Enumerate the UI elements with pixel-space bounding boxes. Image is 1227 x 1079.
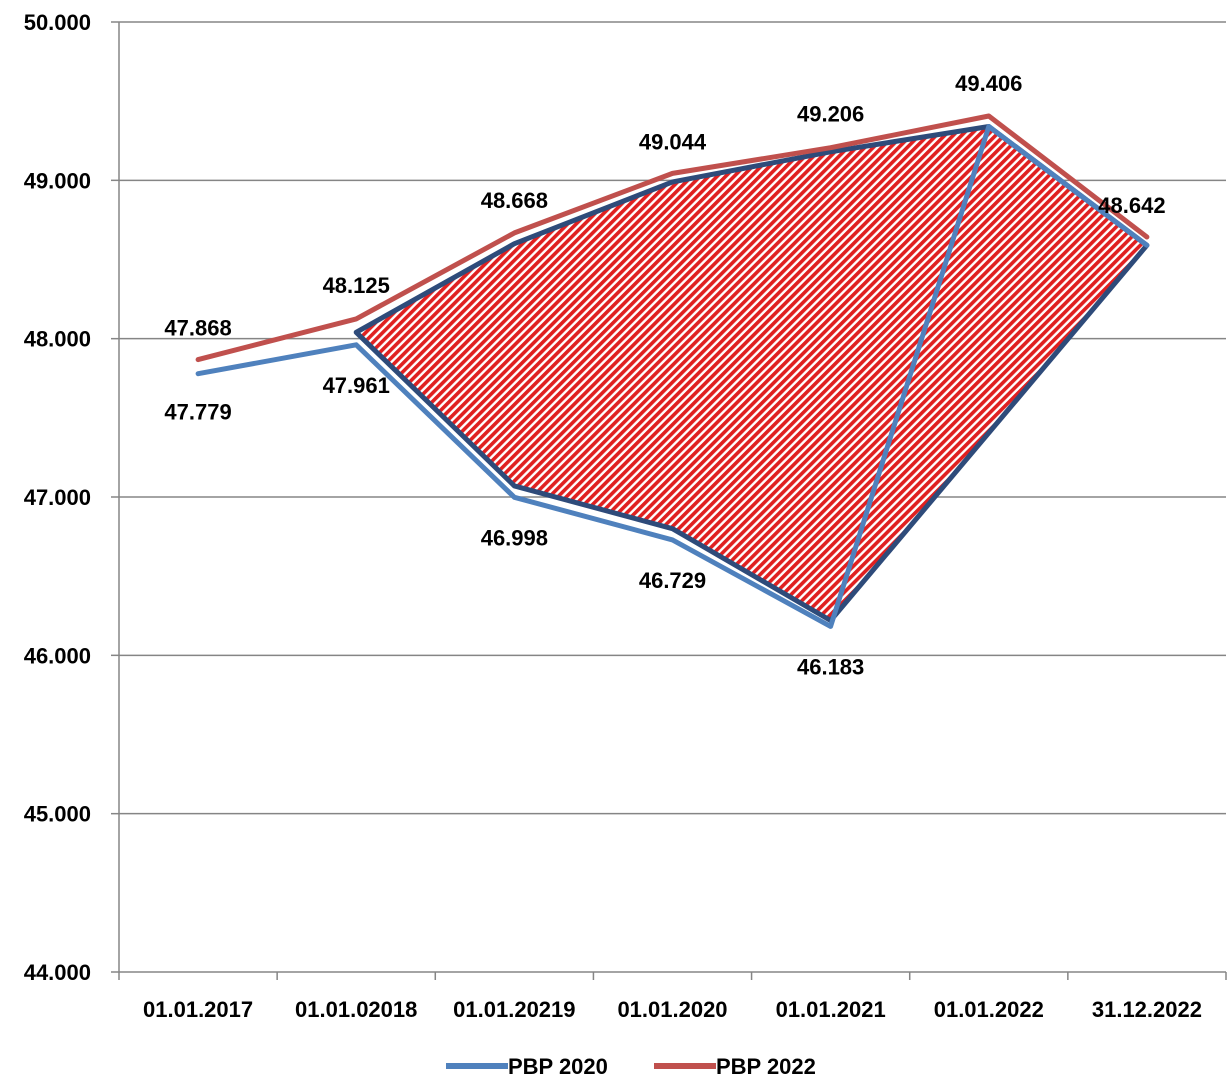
x-tick-label: 01.01.02018 (295, 997, 417, 1022)
data-label: 46.183 (797, 654, 864, 679)
data-label: 48.642 (1098, 193, 1165, 218)
series-line-2 (195, 113, 1150, 363)
data-label: 48.125 (323, 273, 390, 298)
x-tick-label: 31.12.2022 (1092, 997, 1202, 1022)
y-tick-label: 49.000 (24, 168, 91, 193)
legend-label: PBP 2022 (716, 1054, 816, 1079)
data-label: 49.206 (797, 102, 864, 127)
data-label: 49.044 (639, 129, 707, 154)
data-labels: 47.779 47.961 46.998 46.729 46.183 47.868 48.1… (164, 71, 1165, 679)
legend-label: PBP 2020 (508, 1054, 608, 1079)
x-tick-label: 01.01.2021 (776, 997, 886, 1022)
x-tick-label: 01.01.20219 (453, 997, 575, 1022)
x-tick-label: 01.01.2020 (617, 997, 727, 1022)
highlight-region (353, 124, 1150, 623)
hatched-area (353, 124, 1150, 623)
data-label: 47.779 (164, 400, 231, 425)
data-label: 48.668 (481, 188, 548, 213)
data-label: 46.729 (639, 568, 706, 593)
data-label: 47.868 (164, 316, 231, 341)
y-tick-label: 46.000 (24, 643, 91, 668)
y-tick-label: 44.000 (24, 960, 91, 985)
y-tick-label: 48.000 (24, 327, 91, 352)
data-label: 49.406 (955, 71, 1022, 96)
x-tick-label: 01.01.2017 (143, 997, 253, 1022)
legend: PBP 2020 PBP 2022 (446, 1054, 816, 1079)
y-tick-label: 45.000 (24, 802, 91, 827)
data-label: 47.961 (323, 373, 390, 398)
x-tick-label: 01.01.2022 (934, 997, 1044, 1022)
y-tick-label: 50.000 (24, 10, 91, 35)
y-tick-label: 47.000 (24, 485, 91, 510)
axes: 44.000 45.000 46.000 47.000 48.000 49.000 50.0… (24, 10, 1227, 1022)
data-label: 46.998 (481, 525, 548, 550)
series-lines (195, 113, 1150, 629)
series-line-1 (195, 124, 1150, 629)
